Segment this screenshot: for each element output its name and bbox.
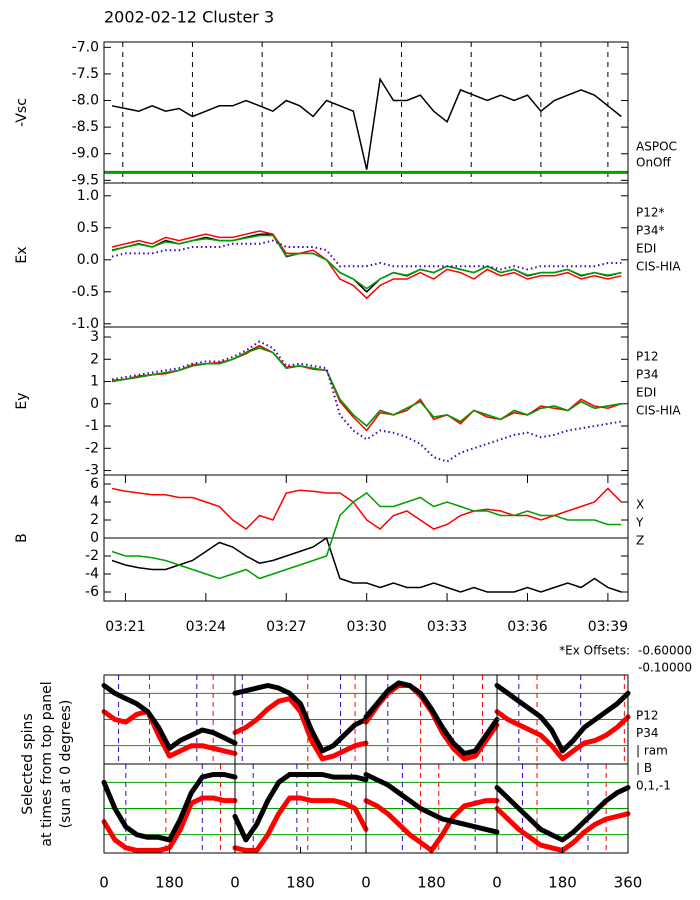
spin-curve [232, 683, 369, 754]
spin-curve [494, 683, 631, 754]
x-tick-label: 0 [361, 874, 371, 892]
y-tick-label: -2 [85, 548, 99, 564]
x-tick-label: 03:39 [588, 619, 628, 635]
y-tick-label: 1.0 [77, 188, 99, 204]
x-tick-label: 180 [286, 874, 315, 892]
legend-entry: CIS-HIA [636, 260, 681, 274]
legend-entry: P34 [636, 726, 659, 740]
y-tick-label: -9.5 [72, 172, 99, 188]
series-line [111, 234, 622, 290]
y-tick-label: -8.0 [72, 93, 99, 109]
x-tick-label: 180 [548, 874, 577, 892]
x-tick-label: 03:27 [266, 619, 306, 635]
x-tick-label: 180 [155, 874, 184, 892]
x-tick-label: 03:24 [186, 619, 226, 635]
legend-entry: P34 [636, 368, 659, 382]
legend-entry: | B [636, 761, 652, 775]
spin-curve [101, 772, 238, 843]
y-tick-label: 2 [90, 351, 99, 367]
offset-label: *Ex Offsets: [559, 644, 630, 658]
legend-entry: P12 [636, 709, 659, 723]
spin-curve [494, 785, 631, 843]
legend-entry: EDI [636, 386, 656, 400]
x-tick-label: 03:36 [507, 619, 547, 635]
legend-entry: OnOff [636, 156, 671, 170]
x-tick-label: 0 [492, 874, 502, 892]
legend-entry: CIS-HIA [636, 404, 681, 418]
series-line [111, 340, 622, 463]
series-line [111, 239, 622, 271]
y-axis-label: at times from top panel [39, 681, 55, 846]
y-tick-label: 0.0 [77, 252, 99, 268]
y-tick-label: -7.0 [72, 39, 99, 55]
spin-curve [101, 683, 238, 751]
y-tick-label: 6 [90, 476, 99, 492]
x-tick-label: 180 [417, 874, 446, 892]
y-axis-label: (sun at 0 degrees) [58, 700, 74, 829]
y-tick-label: -1.0 [72, 316, 99, 332]
y-tick-label: -1 [85, 418, 99, 434]
legend-entry: 0,1,-1 [636, 779, 671, 793]
legend-entry: Z [636, 534, 644, 548]
y-tick-label: 3 [90, 329, 99, 345]
y-tick-label: -3 [85, 463, 99, 479]
y-tick-label: -4 [85, 566, 99, 582]
x-tick-label: 03:33 [427, 619, 467, 635]
series-line [111, 487, 622, 530]
spin-curve [232, 696, 369, 762]
chart-title: 2002-02-12 Cluster 3 [104, 8, 274, 27]
series-line [111, 77, 622, 170]
plot-frame [103, 474, 629, 602]
x-tick-label: 03:30 [346, 619, 386, 635]
legend-entry: | ram [636, 744, 668, 758]
spin-curve [363, 680, 500, 756]
y-axis-label: Ex [14, 246, 30, 263]
y-axis-label: Selected spins [20, 713, 36, 814]
legend-entry: P12 [636, 350, 659, 364]
y-tick-label: 4 [90, 494, 99, 510]
y-tick-label: -9.0 [72, 146, 99, 162]
y-tick-label: 2 [90, 512, 99, 528]
y-axis-label: B [14, 533, 30, 543]
legend-entry: P12* [636, 206, 665, 220]
x-tick-label: 0 [230, 874, 240, 892]
legend-entry: X [636, 498, 644, 512]
y-axis-label: -Vsc [14, 98, 30, 127]
legend-entry: ASPOC [636, 140, 677, 154]
x-tick-label: 360 [614, 874, 643, 892]
series-line [111, 230, 622, 300]
y-tick-label: -7.5 [72, 66, 99, 82]
spin-curve [494, 709, 631, 762]
offset-value: -0.10000 [638, 661, 692, 675]
y-axis-label: Ey [14, 392, 30, 409]
offset-value: -0.60000 [638, 644, 692, 658]
series-line [111, 347, 622, 428]
y-tick-label: -6 [85, 584, 99, 600]
x-tick-label: 0 [99, 874, 109, 892]
legend-entry: Y [635, 516, 644, 530]
spin-curve [101, 709, 238, 759]
y-tick-label: 1 [90, 374, 99, 390]
spin-curve [363, 772, 500, 835]
y-tick-label: -8.5 [72, 119, 99, 135]
series-line [111, 536, 622, 593]
y-tick-label: -0.5 [72, 284, 99, 300]
y-tick-label: 0 [90, 530, 99, 546]
spin-curve [232, 795, 369, 853]
series-line [111, 492, 622, 580]
y-tick-label: 0 [90, 396, 99, 412]
legend-entry: P34* [636, 224, 665, 238]
legend-entry: EDI [636, 242, 656, 256]
y-tick-label: -2 [85, 440, 99, 456]
spin-curve [232, 772, 369, 843]
x-tick-label: 03:21 [105, 619, 145, 635]
y-tick-label: 0.5 [77, 220, 99, 236]
